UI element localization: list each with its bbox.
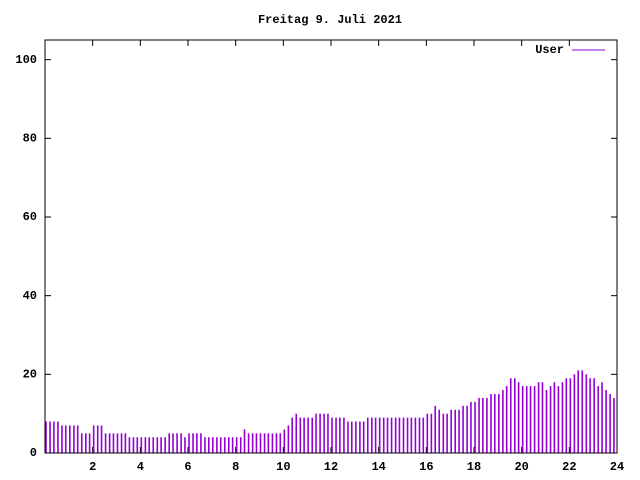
x-tick-label: 18 [467, 460, 481, 474]
x-tick-label: 10 [276, 460, 290, 474]
legend-label: User [535, 43, 564, 57]
x-tick-label: 16 [419, 460, 433, 474]
y-tick-label: 40 [23, 289, 37, 303]
x-tick-label: 6 [184, 460, 191, 474]
x-tick-label: 24 [610, 460, 624, 474]
y-tick-label: 100 [15, 53, 37, 67]
x-tick-label: 2 [89, 460, 96, 474]
x-tick-label: 4 [137, 460, 144, 474]
plot-border [44, 39, 618, 454]
x-tick-label: 14 [371, 460, 385, 474]
x-tick-label: 8 [232, 460, 239, 474]
chart-title: Freitag 9. Juli 2021 [258, 13, 402, 27]
x-tick-label: 20 [514, 460, 528, 474]
y-tick-label: 60 [23, 210, 37, 224]
y-tick-label: 20 [23, 368, 37, 382]
x-tick-label: 12 [324, 460, 338, 474]
y-tick-label: 80 [23, 132, 37, 146]
x-tick-label: 22 [562, 460, 576, 474]
y-tick-label: 0 [30, 446, 37, 460]
